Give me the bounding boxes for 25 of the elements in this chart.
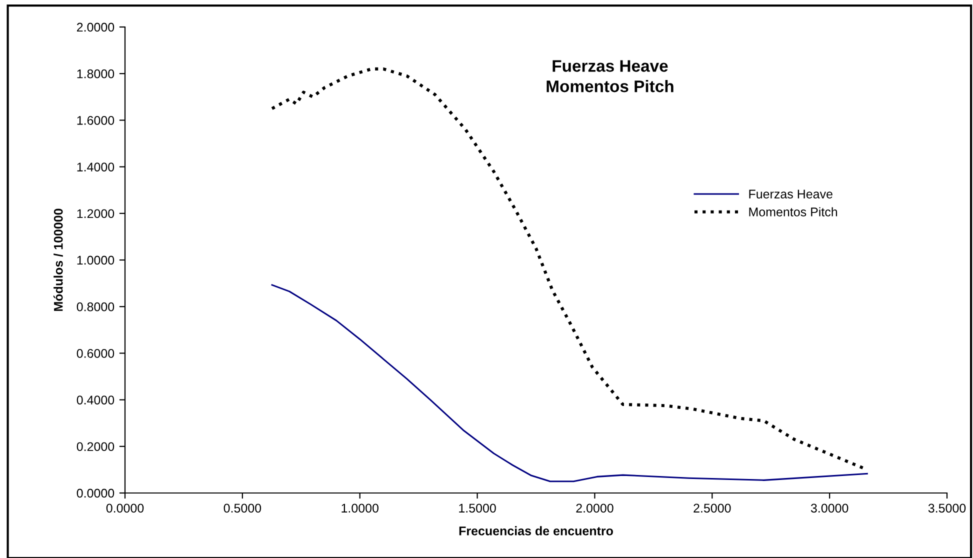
x-tick-label: 2.5000	[694, 504, 731, 513]
line-series	[271, 284, 868, 482]
y-axis-title: Módulos / 100000	[53, 208, 63, 311]
y-tick-label: 2.0000	[76, 22, 114, 32]
y-tick-label: 0.8000	[76, 302, 114, 312]
y-tick-label: 1.8000	[77, 69, 114, 78]
text: Fuerzas Heave Momentos Pitch	[546, 60, 674, 92]
x-tick-label: 1.5000	[459, 504, 496, 513]
x-axis-title: Frecuencias de encuentro	[459, 526, 613, 536]
y-tick-label: 0.2000	[76, 442, 114, 452]
y-tick-label: 1.0000	[77, 256, 114, 265]
legend-label: Fuerzas Heave	[749, 190, 832, 198]
y-tick-label: 0.0000	[76, 488, 114, 498]
y-tick-label: 0.4000	[76, 396, 114, 404]
y-tick-label: 1.6000	[77, 116, 114, 125]
x-tick-label: 3.0000	[810, 504, 848, 513]
x-tick-label: 0.5000	[224, 504, 262, 513]
x-tick-label: 2.0000	[576, 504, 614, 513]
x-tick-label: 1.0000	[342, 504, 378, 513]
y-tick-label: 0.6000	[76, 349, 114, 358]
legend-label: Momentos Pitch	[749, 207, 838, 216]
y-tick-label: 1.4000	[77, 162, 114, 172]
y-tick-label: 1.2000	[77, 209, 114, 218]
x-tick-label: 3.5000	[928, 504, 966, 513]
x-tick-label: 0.0000	[106, 504, 144, 513]
